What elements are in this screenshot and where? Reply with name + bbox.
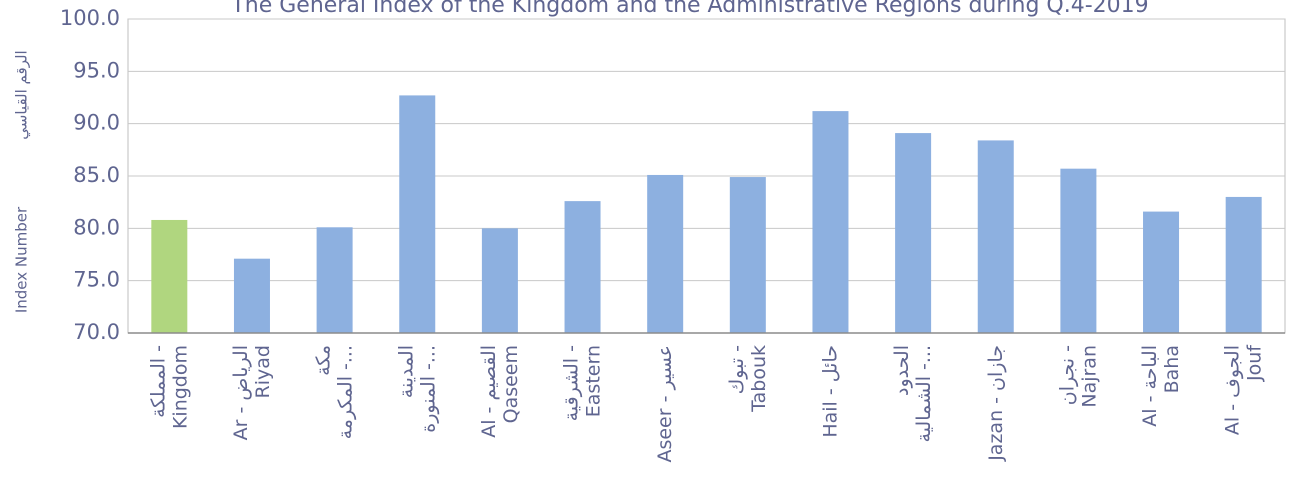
bar — [1060, 168, 1097, 333]
bar — [151, 219, 188, 333]
x-tick-label: Al - القصيمQaseem — [477, 345, 521, 438]
x-tick-label: Jazan - جازان — [984, 345, 1006, 462]
x-tick-label: نجران -Najran — [1056, 345, 1100, 408]
x-tick-label: الشرقية -Eastern — [560, 345, 604, 421]
x-tick-label: المدينةالمنورة -... — [395, 345, 439, 433]
y-axis-label: Index Number — [13, 206, 31, 313]
bar — [481, 228, 518, 333]
bar — [233, 258, 270, 333]
x-tick-label: مكةالمكرمة -... — [312, 345, 356, 439]
y-tick-label: 80.0 — [73, 215, 120, 239]
bar — [564, 201, 601, 333]
bar — [812, 111, 849, 334]
bar — [399, 95, 436, 333]
bar — [316, 227, 353, 333]
bar — [1143, 211, 1180, 333]
y-tick-label: 75.0 — [73, 268, 120, 292]
x-tick-label: المملكة -Kingdom — [147, 345, 191, 429]
bar — [1225, 196, 1262, 333]
y-axis-label: الرقم القياسي — [13, 50, 32, 139]
x-tick-label: Al - الجوفJouf — [1221, 344, 1265, 435]
x-tick-label: تبوك -Tabouk — [725, 345, 769, 413]
y-tick-label: 100.0 — [60, 6, 120, 30]
x-tick-label: Al - الباحةBaha — [1139, 345, 1183, 427]
x-tick-label: Ar - الرياضRiyad — [229, 345, 273, 440]
y-tick-label: 70.0 — [73, 320, 120, 344]
bar — [729, 177, 766, 333]
chart-title: The General Index of the Kingdom and the… — [230, 0, 1148, 18]
bar — [977, 140, 1014, 333]
y-tick-label: 85.0 — [73, 163, 120, 187]
x-tick-label: Aseer - عسير — [654, 345, 676, 463]
y-tick-label: 95.0 — [73, 58, 120, 82]
x-tick-label: Hail - حائل — [819, 345, 841, 438]
bar — [895, 133, 932, 333]
y-tick-label: 90.0 — [73, 111, 120, 135]
bar — [647, 174, 684, 333]
x-tick-label: الحدودالشمالية -... — [891, 345, 935, 443]
